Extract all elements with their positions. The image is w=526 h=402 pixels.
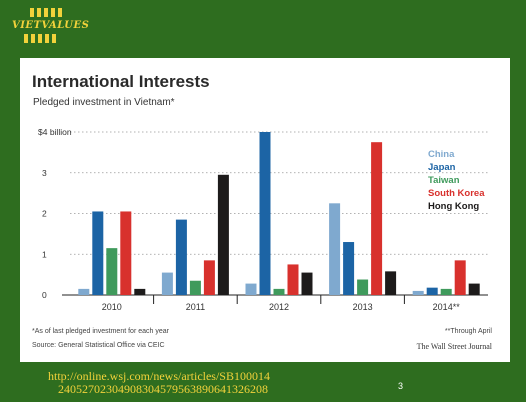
bar-japan bbox=[175, 219, 187, 295]
y-tick-label: 3 bbox=[42, 168, 47, 178]
logo-text: VIETVALUES bbox=[12, 20, 90, 31]
y-tick-label: 0 bbox=[42, 290, 47, 300]
footer-url[interactable]: http://online.wsj.com/news/articles/SB10… bbox=[48, 370, 270, 396]
chart-panel: International Interests Pledged investme… bbox=[20, 58, 510, 362]
y-tick-label: 1 bbox=[42, 249, 47, 259]
bar-china bbox=[161, 272, 173, 295]
bar-japan bbox=[92, 211, 104, 295]
x-tick-label: 2012 bbox=[269, 302, 289, 312]
chart-title: International Interests bbox=[32, 72, 210, 91]
bar-taiwan bbox=[189, 280, 201, 295]
bar-hong-kong bbox=[468, 283, 480, 295]
chart-subtitle: Pledged investment in Vietnam* bbox=[33, 97, 175, 108]
bar-taiwan bbox=[273, 288, 285, 295]
logo-stripes-bottom bbox=[24, 34, 56, 43]
slide-number: 3 bbox=[398, 381, 404, 391]
footer-url-line1: http://online.wsj.com/news/articles/SB10… bbox=[48, 369, 270, 383]
bar-hong-kong bbox=[217, 174, 229, 295]
y-tick-label: $4 billion bbox=[38, 127, 72, 137]
bar-china bbox=[78, 288, 90, 295]
footnote-1: *As of last pledged investment for each … bbox=[32, 328, 170, 335]
bar-south-korea bbox=[371, 142, 383, 295]
bar-hong-kong bbox=[301, 272, 313, 295]
x-tick-label: 2011 bbox=[186, 302, 205, 312]
bar-south-korea bbox=[203, 260, 215, 295]
bar-hong-kong bbox=[134, 288, 146, 295]
x-tick-label: 2014** bbox=[433, 302, 461, 312]
bar-south-korea bbox=[120, 211, 132, 295]
bar-hong-kong bbox=[385, 271, 397, 295]
bar-taiwan bbox=[106, 248, 118, 295]
bar-south-korea bbox=[287, 264, 299, 295]
bar-japan bbox=[426, 287, 438, 295]
vietvalues-logo: VIETVALUES bbox=[12, 8, 107, 46]
bar-china bbox=[412, 290, 424, 295]
chart-credit: The Wall Street Journal bbox=[417, 342, 493, 351]
bar-taiwan bbox=[357, 279, 369, 295]
bar-japan bbox=[259, 132, 271, 295]
logo-stripes-top bbox=[30, 8, 62, 17]
legend-entry: Hong Kong bbox=[428, 201, 479, 212]
footnote-2: **Through April bbox=[445, 328, 493, 335]
footer-url-line2: 24052702304908304579563890641326208 bbox=[58, 382, 268, 396]
bar-china bbox=[329, 203, 341, 295]
source-note: Source: General Statistical Office via C… bbox=[32, 342, 165, 349]
legend-entry: China bbox=[428, 149, 455, 160]
bar-south-korea bbox=[454, 260, 466, 295]
y-tick-label: 2 bbox=[42, 209, 47, 219]
chart: International Interests Pledged investme… bbox=[32, 72, 493, 351]
bar-taiwan bbox=[440, 288, 452, 295]
legend-entry: Taiwan bbox=[428, 175, 460, 186]
legend-entry: Japan bbox=[428, 162, 456, 173]
x-tick-label: 2010 bbox=[102, 302, 122, 312]
legend-entry: South Korea bbox=[428, 188, 485, 199]
bar-china bbox=[245, 283, 257, 295]
bar-japan bbox=[343, 242, 355, 295]
x-tick-label: 2013 bbox=[353, 302, 373, 312]
